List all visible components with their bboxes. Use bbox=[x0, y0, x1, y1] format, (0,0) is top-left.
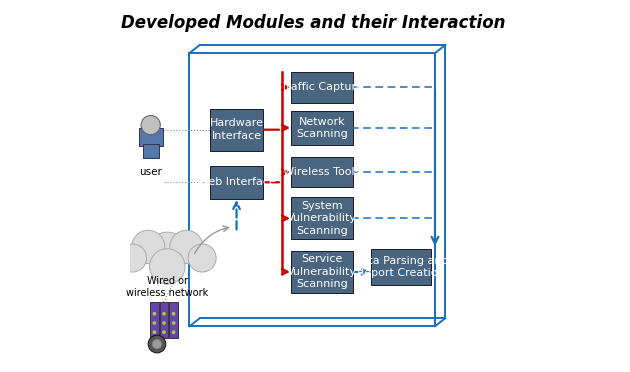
Circle shape bbox=[132, 230, 165, 263]
Circle shape bbox=[170, 230, 203, 263]
FancyBboxPatch shape bbox=[291, 198, 353, 239]
Text: System
Vulnerability
Scanning: System Vulnerability Scanning bbox=[287, 201, 357, 236]
Circle shape bbox=[162, 330, 166, 334]
Circle shape bbox=[141, 115, 160, 135]
FancyBboxPatch shape bbox=[210, 166, 263, 199]
Circle shape bbox=[149, 249, 185, 284]
Circle shape bbox=[162, 312, 166, 315]
Text: user: user bbox=[139, 167, 162, 177]
FancyBboxPatch shape bbox=[370, 249, 431, 285]
Circle shape bbox=[172, 312, 175, 315]
FancyBboxPatch shape bbox=[142, 144, 159, 158]
Circle shape bbox=[172, 330, 175, 334]
FancyBboxPatch shape bbox=[291, 251, 353, 293]
Circle shape bbox=[152, 330, 156, 334]
FancyBboxPatch shape bbox=[291, 72, 353, 103]
FancyBboxPatch shape bbox=[291, 111, 353, 145]
FancyBboxPatch shape bbox=[210, 109, 263, 151]
Circle shape bbox=[148, 335, 166, 353]
Text: Wireless Tools: Wireless Tools bbox=[284, 167, 361, 177]
Text: Network
Scanning: Network Scanning bbox=[296, 117, 348, 139]
Circle shape bbox=[188, 244, 216, 272]
FancyBboxPatch shape bbox=[150, 302, 159, 338]
Circle shape bbox=[118, 244, 147, 272]
Text: Data Parsing and
Report Creation: Data Parsing and Report Creation bbox=[353, 256, 449, 278]
Text: Developed Modules and their Interaction: Developed Modules and their Interaction bbox=[121, 14, 505, 32]
Text: Traffic Capture: Traffic Capture bbox=[281, 82, 363, 92]
Circle shape bbox=[152, 339, 162, 349]
FancyBboxPatch shape bbox=[159, 302, 168, 338]
FancyBboxPatch shape bbox=[169, 302, 178, 338]
Circle shape bbox=[162, 321, 166, 325]
Circle shape bbox=[147, 232, 188, 273]
Text: Wired or
wireless network: Wired or wireless network bbox=[126, 276, 209, 298]
Text: Web Interface: Web Interface bbox=[198, 177, 275, 187]
Circle shape bbox=[152, 321, 156, 325]
Circle shape bbox=[172, 321, 175, 325]
FancyBboxPatch shape bbox=[291, 157, 353, 187]
Text: Service
Vulnerability
Scanning: Service Vulnerability Scanning bbox=[287, 254, 357, 289]
Circle shape bbox=[152, 312, 156, 315]
Text: Hardware
Interface: Hardware Interface bbox=[210, 119, 263, 141]
FancyBboxPatch shape bbox=[139, 128, 163, 146]
